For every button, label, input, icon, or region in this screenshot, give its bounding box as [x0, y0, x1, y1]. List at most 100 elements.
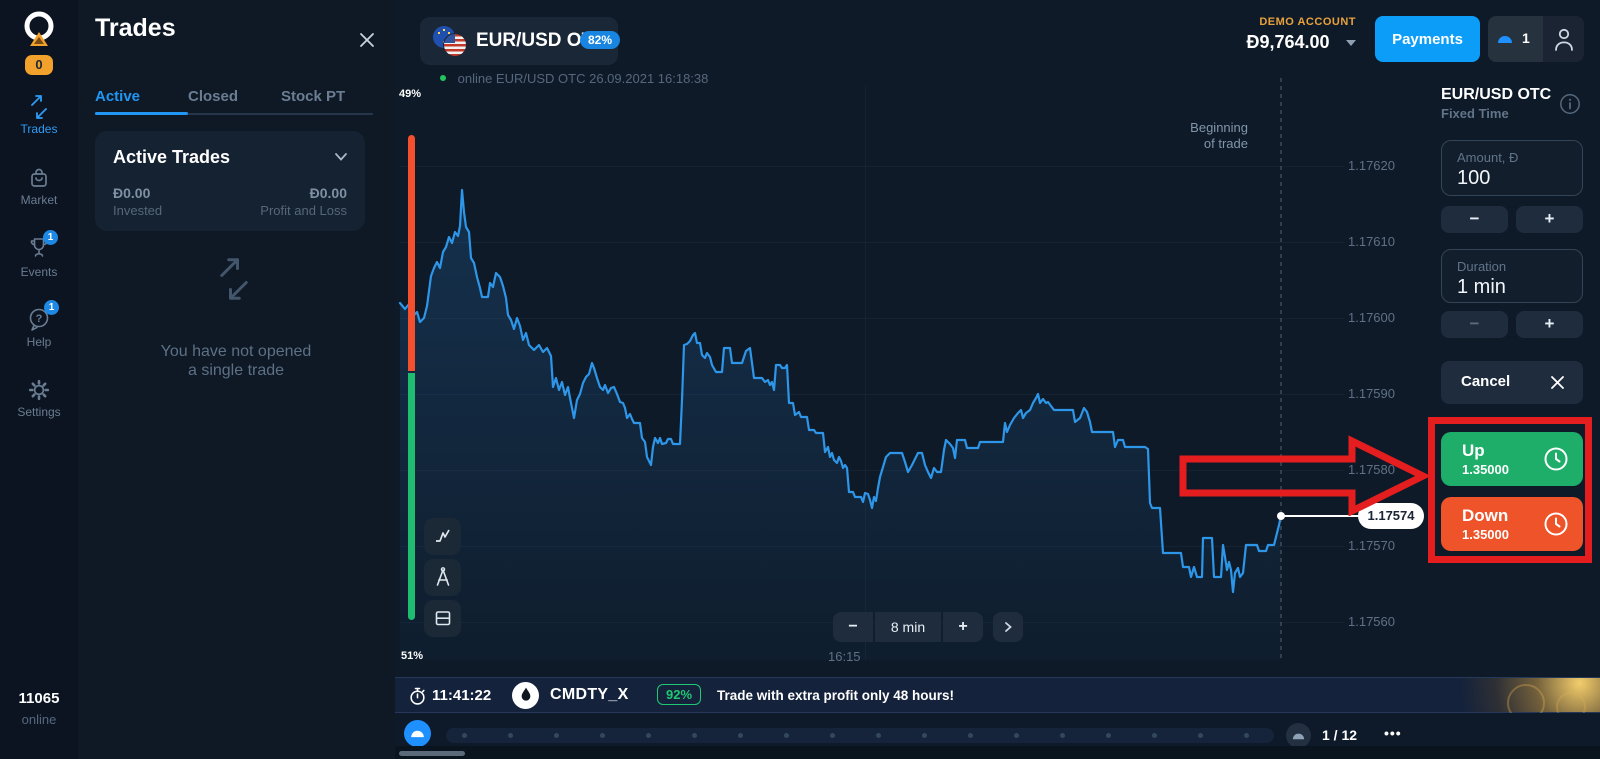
info-icon: [1560, 94, 1580, 114]
sidebar-item-help[interactable]: ? 1 Help: [0, 300, 78, 349]
line-chart-icon: [435, 529, 450, 542]
y-axis-label: 1.17600: [1348, 310, 1395, 325]
zoom-in-button[interactable]: +: [943, 612, 983, 642]
asset-tab[interactable]: EUR/USD OTC 82%: [420, 17, 621, 65]
chevron-right-icon: [1005, 622, 1012, 632]
down-payout: 1.35000: [1462, 527, 1509, 542]
pager-label: 1 / 12: [1322, 727, 1358, 743]
notification-icon: [1498, 36, 1512, 43]
close-icon: [1551, 376, 1564, 389]
under-strip: [395, 746, 1600, 759]
profile-button[interactable]: [1543, 16, 1584, 62]
empty-trades-icon: [220, 258, 248, 300]
horizontal-scrollbar-thumb[interactable]: [399, 751, 465, 756]
duration-label: Duration: [1457, 259, 1507, 274]
amount-increase-button[interactable]: +: [1516, 206, 1583, 233]
pnl-value: Đ0.00: [309, 185, 347, 201]
tab-closed[interactable]: Closed: [188, 88, 239, 105]
promo-message: Trade with extra profit only 48 hours!: [717, 688, 955, 703]
promo-payout-badge: 92%: [657, 684, 702, 705]
notifications-button[interactable]: 1: [1488, 16, 1543, 62]
sidebar-item-market[interactable]: Market: [0, 166, 78, 207]
duration-field[interactable]: Duration 1 min: [1441, 249, 1583, 303]
online-count: 11065: [18, 690, 60, 707]
trades-panel: Trades Active Closed Stock PT Active Tra…: [78, 0, 395, 759]
cancel-button[interactable]: Cancel: [1441, 361, 1583, 404]
compass-icon: [436, 567, 449, 586]
sentiment-down-percent: 51%: [401, 650, 424, 662]
app-logo[interactable]: [21, 10, 57, 50]
amount-decrease-button[interactable]: −: [1441, 206, 1508, 233]
sidebar-item-settings[interactable]: Settings: [0, 378, 78, 419]
asset-payout-badge: 82%: [580, 31, 621, 49]
drawing-tools-button[interactable]: [424, 559, 461, 596]
pnl-label: Profit and Loss: [260, 203, 347, 218]
us-flag-icon: [443, 33, 467, 57]
layout-button[interactable]: [424, 600, 461, 637]
account-switcher[interactable]: DEMO ACCOUNT Đ9,764.00: [1160, 16, 1356, 53]
active-trades-card[interactable]: Active Trades Đ0.00 Invested Đ0.00 Profi…: [95, 131, 365, 231]
tab-stock-pt[interactable]: Stock PT: [281, 88, 346, 105]
info-button[interactable]: [1559, 93, 1581, 115]
duration-decrease-button[interactable]: −: [1441, 311, 1508, 338]
sentiment-bar-sell: [408, 135, 415, 371]
chat-button[interactable]: [404, 720, 431, 747]
sidebar-item-trades[interactable]: Trades: [0, 95, 78, 136]
up-payout: 1.35000: [1462, 462, 1509, 477]
gear-icon: [28, 379, 50, 401]
chevron-down-icon: [1346, 40, 1356, 46]
sidebar-item-label: Settings: [17, 405, 61, 419]
notification-count: 1: [1522, 30, 1530, 46]
sidebar: 0 Trades Market 1 Events ?: [0, 0, 78, 759]
sentiment-up-percent: 49%: [399, 88, 422, 100]
close-panel-button[interactable]: [357, 30, 377, 50]
sidebar-item-label: Market: [20, 193, 58, 207]
more-button[interactable]: •••: [1384, 725, 1402, 741]
down-button[interactable]: Down 1.35000: [1441, 497, 1583, 551]
panel-title: Trades: [95, 14, 176, 42]
trades-arrows-icon: [31, 95, 47, 119]
current-price-line: [1281, 515, 1360, 517]
annotation-rectangle: [1428, 417, 1592, 563]
instrument-subtitle: Fixed Time: [1441, 106, 1509, 121]
price-chart[interactable]: [395, 64, 1345, 664]
up-label: Up: [1462, 441, 1485, 460]
sidebar-item-events[interactable]: 1 Events: [0, 230, 78, 279]
market-bag-icon: [31, 168, 47, 187]
carousel-button[interactable]: [1286, 723, 1311, 748]
sidebar-item-label: Trades: [20, 122, 58, 136]
amount-field[interactable]: Amount, Đ 100: [1441, 140, 1583, 196]
amount-value[interactable]: 100: [1457, 167, 1491, 189]
duration-increase-button[interactable]: +: [1516, 311, 1583, 338]
sentiment-bar-buy: [408, 373, 415, 620]
svg-text:?: ?: [36, 313, 43, 325]
asset-status-line: online EUR/USD OTC 26.09.2021 16:18:38: [440, 71, 708, 86]
chat-icon: [1292, 733, 1305, 740]
annotation-arrow: [1179, 435, 1431, 516]
duration-value[interactable]: 1 min: [1457, 276, 1506, 298]
sidebar-item-label: Help: [26, 335, 52, 349]
account-balance: Đ9,764.00: [1246, 32, 1330, 52]
sidebar-item-label: Events: [20, 265, 58, 279]
invested-value: Đ0.00: [113, 185, 151, 201]
asset-name: EUR/USD OTC: [476, 30, 607, 51]
zoom-window-label[interactable]: 8 min: [875, 612, 941, 642]
promo-bar[interactable]: 11:41:22 CMDTY_X 92% Trade with extra pr…: [395, 677, 1600, 722]
down-label: Down: [1462, 506, 1509, 525]
amount-label: Amount, Đ: [1457, 150, 1519, 165]
chart-price-line: [398, 188, 1283, 594]
tab-active[interactable]: Active: [95, 88, 141, 105]
y-axis-label: 1.17590: [1348, 386, 1395, 401]
promo-countdown: 11:41:22: [432, 687, 492, 704]
y-axis-label: 1.17610: [1348, 234, 1395, 249]
chevron-down-icon[interactable]: [333, 151, 349, 163]
payments-button[interactable]: Payments: [1375, 16, 1480, 62]
scroll-to-now-button[interactable]: [993, 612, 1023, 642]
zoom-out-button[interactable]: −: [833, 612, 873, 642]
stopwatch-icon: [410, 687, 425, 705]
online-dot-icon: [440, 75, 446, 81]
chart-type-button[interactable]: [424, 518, 461, 555]
carousel-track[interactable]: [446, 728, 1274, 743]
up-button[interactable]: Up 1.35000: [1441, 432, 1583, 486]
active-tab-indicator: [95, 112, 188, 115]
